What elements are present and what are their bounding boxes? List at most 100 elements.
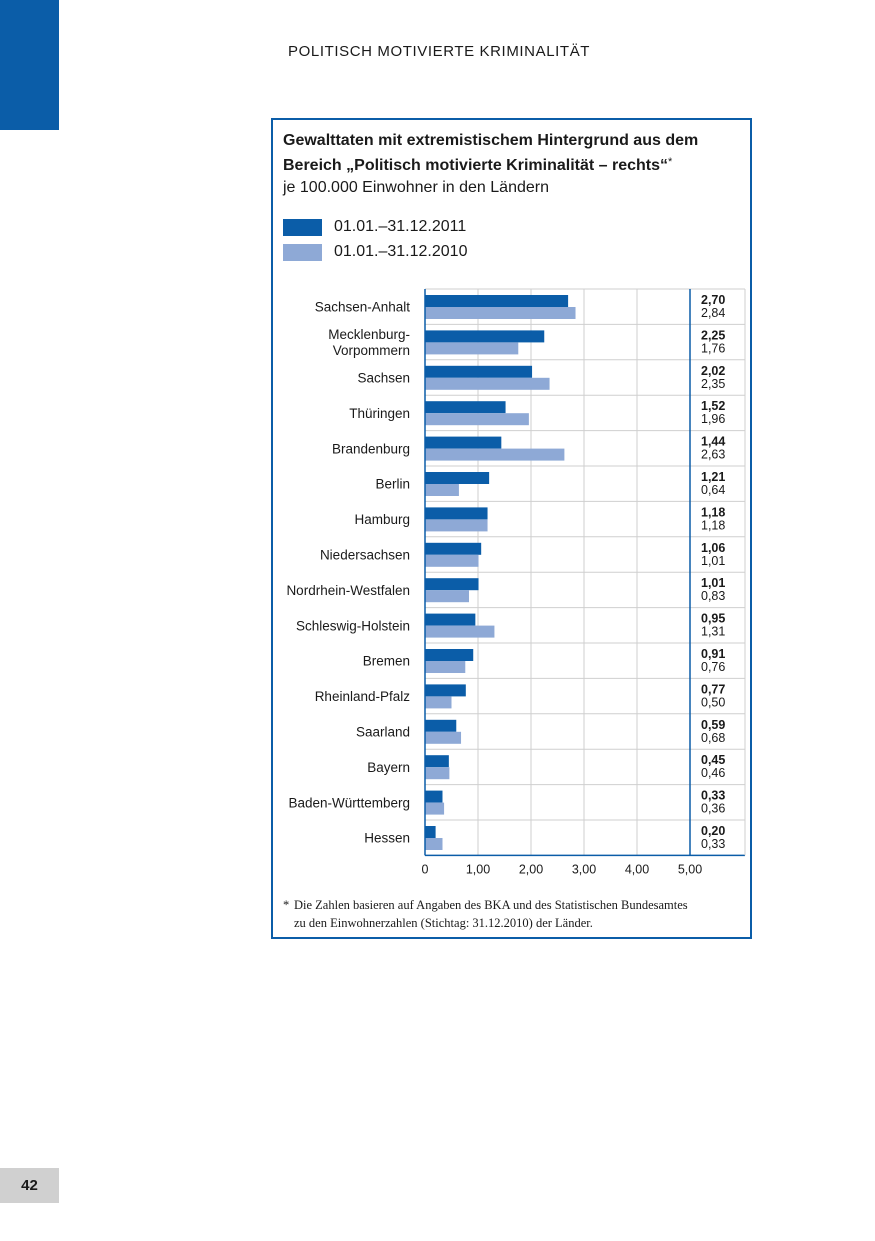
x-tick-label: 3,00 — [572, 862, 596, 876]
category-label: Mecklenburg- — [328, 327, 410, 342]
data-label-2011: 0,91 — [701, 647, 725, 661]
data-label-2010: 1,96 — [701, 412, 725, 426]
bar-2011 — [425, 719, 457, 732]
chart-subtitle: je 100.000 Einwohner in den Ländern — [283, 179, 549, 196]
bar-2010 — [425, 767, 450, 780]
legend-item-2011: 01.01.–31.12.2011 — [283, 218, 466, 236]
category-label: Berlin — [375, 477, 410, 492]
category-label: Schleswig-Holstein — [296, 618, 410, 633]
category-label: Bremen — [363, 654, 410, 669]
data-label-2011: 1,18 — [701, 505, 725, 519]
data-label-2010: 0,76 — [701, 660, 725, 674]
data-label-2011: 1,44 — [701, 435, 725, 449]
data-label-2011: 0,45 — [701, 753, 725, 767]
section-color-tab — [0, 0, 59, 130]
data-label-2010: 2,35 — [701, 377, 725, 391]
data-label-2011: 2,70 — [701, 293, 725, 307]
bar-2011 — [425, 436, 502, 449]
title-footnote-mark: * — [668, 156, 673, 168]
bar-2010 — [425, 802, 445, 815]
footnote-mark: * — [283, 898, 290, 912]
bar-2010 — [425, 590, 469, 603]
data-label-2011: 0,59 — [701, 718, 725, 732]
bar-2011 — [425, 826, 436, 838]
data-label-2010: 2,63 — [701, 448, 725, 462]
data-label-2011: 1,01 — [701, 576, 725, 590]
data-label-2011: 0,95 — [701, 612, 725, 626]
data-label-2011: 0,20 — [701, 824, 725, 838]
footnote-line2: zu den Einwohnerzahlen (Stichtag: 31.12.… — [294, 916, 593, 930]
data-label-2011: 0,77 — [701, 682, 725, 696]
footnote-line1: Die Zahlen basieren auf Angaben des BKA … — [294, 898, 688, 912]
category-label: Nordrhein-Westfalen — [286, 583, 410, 598]
x-tick-label: 4,00 — [625, 862, 649, 876]
data-label-2011: 1,52 — [701, 399, 725, 413]
data-label-2010: 0,64 — [701, 483, 725, 497]
category-label: Rheinland-Pfalz — [315, 689, 411, 704]
x-tick-label: 0 — [422, 862, 429, 876]
category-label: Brandenburg — [332, 441, 410, 456]
data-label-2010: 0,83 — [701, 589, 725, 603]
category-label: Saarland — [356, 725, 410, 740]
x-tick-label: 2,00 — [519, 862, 543, 876]
data-label-2010: 0,50 — [701, 695, 725, 709]
bar-2011 — [425, 295, 569, 307]
bar-2010 — [425, 307, 576, 319]
data-label-2011: 1,06 — [701, 541, 725, 555]
data-label-2010: 0,68 — [701, 731, 725, 745]
bar-2010 — [425, 696, 452, 709]
page-number: 42 — [0, 1168, 59, 1203]
category-label: Baden-Württemberg — [288, 795, 410, 810]
category-label: Hessen — [364, 831, 410, 846]
x-tick-label: 1,00 — [466, 862, 490, 876]
data-label-2011: 2,25 — [701, 328, 725, 342]
data-label-2010: 2,84 — [701, 306, 725, 320]
bar-2011 — [425, 330, 545, 343]
category-label: Bayern — [367, 760, 410, 775]
bar-2010 — [425, 731, 462, 744]
legend-item-2010: 01.01.–31.12.2010 — [283, 243, 467, 261]
bar-2011 — [425, 649, 474, 661]
data-label-2011: 0,33 — [701, 789, 725, 803]
bar-2010 — [425, 661, 466, 673]
legend-label-2010: 01.01.–31.12.2010 — [334, 243, 468, 260]
data-label-2010: 0,36 — [701, 802, 725, 816]
data-label-2010: 0,33 — [701, 837, 725, 851]
category-label: Thüringen — [349, 406, 410, 421]
bar-2011 — [425, 472, 490, 484]
bar-2011 — [425, 790, 443, 803]
legend-swatch-2010 — [283, 243, 322, 261]
category-label: Vorpommern — [333, 343, 410, 358]
category-label: Sachsen — [357, 371, 410, 386]
category-label: Hamburg — [354, 512, 410, 527]
bar-2010 — [425, 448, 565, 461]
bar-2011 — [425, 542, 482, 555]
data-label-2010: 1,01 — [701, 554, 725, 568]
chart-title: Gewalttaten mit extremistischem Hintergr… — [283, 128, 743, 178]
bar-2011 — [425, 578, 479, 591]
bar-2010 — [425, 625, 495, 638]
category-label: Sachsen-Anhalt — [315, 300, 411, 315]
data-label-2010: 1,18 — [701, 518, 725, 532]
running-head: POLITISCH MOTIVIERTE KRIMINALITÄT — [288, 43, 591, 60]
data-label-2010: 1,76 — [701, 341, 725, 355]
bar-2010 — [425, 413, 529, 426]
bar-2011 — [425, 684, 466, 697]
chart-frame — [271, 118, 752, 939]
bar-2010 — [425, 519, 488, 532]
bar-2011 — [425, 401, 506, 414]
data-label-2010: 0,46 — [701, 766, 725, 780]
data-label-2010: 1,31 — [701, 625, 725, 639]
bar-2010 — [425, 554, 479, 567]
legend-swatch-2011 — [283, 218, 322, 236]
bar-2010 — [425, 484, 459, 496]
bar-2010 — [425, 377, 550, 390]
bar-2010 — [425, 342, 519, 355]
x-tick-label: 5,00 — [678, 862, 702, 876]
chart-title-line2: Bereich „Politisch motivierte Kriminalit… — [283, 157, 669, 174]
bar-2011 — [425, 613, 476, 626]
bar-chart: Sachsen-Anhalt Mecklenburg-Vorpommern Sach… — [286, 288, 746, 876]
chart-title-line1: Gewalttaten mit extremistischem Hintergr… — [283, 132, 699, 149]
bar-2010 — [425, 838, 443, 850]
bar-2011 — [425, 365, 533, 378]
